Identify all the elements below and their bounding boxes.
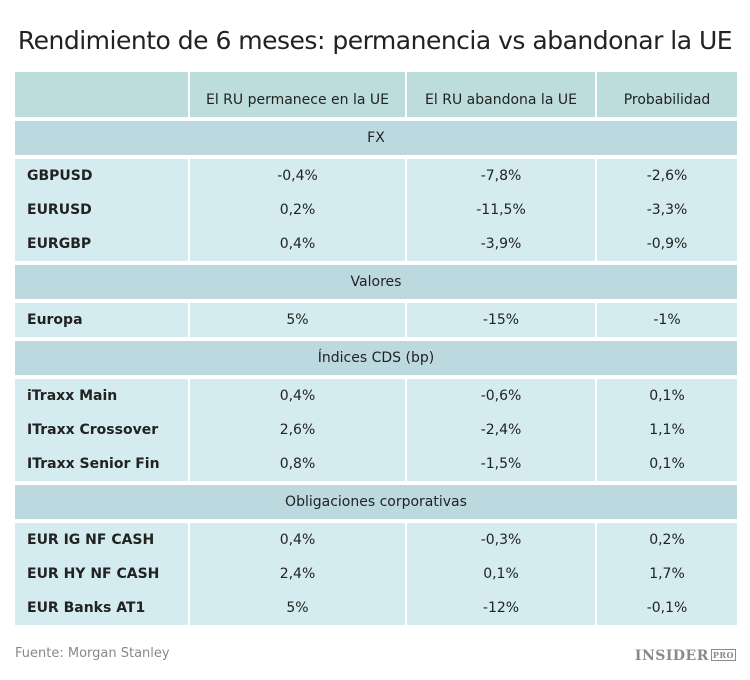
table-row: ITraxx Senior Fin 0,8% -1,5% 0,1% [15, 447, 737, 481]
data-table: El RU permanece en la UE El RU abandona … [15, 72, 737, 625]
table-cell: 0,4% [190, 523, 405, 557]
row-label: EUR HY NF CASH [15, 557, 188, 591]
table-cell: 0,1% [407, 557, 595, 591]
source-note: Fuente: Morgan Stanley [15, 646, 170, 661]
chart-title: Rendimiento de 6 meses: permanencia vs a… [17, 26, 733, 55]
table-cell: 0,4% [190, 227, 405, 261]
table-cell: -1% [597, 303, 737, 337]
row-label: EUR IG NF CASH [15, 523, 188, 557]
table-row: Europa 5% -15% -1% [15, 303, 737, 337]
table-cell: -2,6% [597, 159, 737, 193]
insider-pro-logo: INSIDER PRO [635, 648, 736, 664]
table-row: EUR Banks AT1 5% -12% -0,1% [15, 591, 737, 625]
table-row: EUR HY NF CASH 2,4% 0,1% 1,7% [15, 557, 737, 591]
table-cell: -7,8% [407, 159, 595, 193]
table-cell: -0,1% [597, 591, 737, 625]
table-cell: -12% [407, 591, 595, 625]
table-cell: -0,4% [190, 159, 405, 193]
table-row: iTraxx Main 0,4% -0,6% 0,1% [15, 379, 737, 413]
table-cell: 5% [190, 303, 405, 337]
table-row: ITraxx Crossover 2,6% -2,4% 1,1% [15, 413, 737, 447]
column-header: Probabilidad [597, 72, 737, 117]
table-cell: 0,4% [190, 379, 405, 413]
table-cell: -15% [407, 303, 595, 337]
table-cell: -0,9% [597, 227, 737, 261]
table-cell: 0,2% [597, 523, 737, 557]
table-cell: -0,3% [407, 523, 595, 557]
column-header: El RU permanece en la UE [190, 72, 405, 117]
section-rows: Europa 5% -15% -1% [15, 303, 737, 337]
column-header: El RU abandona la UE [407, 72, 595, 117]
row-label: ITraxx Crossover [15, 413, 188, 447]
table-cell: -1,5% [407, 447, 595, 481]
row-label: EURUSD [15, 193, 188, 227]
logo-text: INSIDER [634, 648, 709, 664]
section-header: Índices CDS (bp) [15, 341, 737, 375]
table-cell: 2,4% [190, 557, 405, 591]
row-label: EURGBP [15, 227, 188, 261]
table-cell: -0,6% [407, 379, 595, 413]
table-cell: 1,1% [597, 413, 737, 447]
table-row: EURUSD 0,2% -11,5% -3,3% [15, 193, 737, 227]
table-cell: 1,7% [597, 557, 737, 591]
section-header: Valores [15, 265, 737, 299]
row-label: Europa [15, 303, 188, 337]
column-header [15, 72, 188, 117]
section-rows: EUR IG NF CASH 0,4% -0,3% 0,2% EUR HY NF CAS… [15, 523, 737, 625]
table-row: GBPUSD -0,4% -7,8% -2,6% [15, 159, 737, 193]
row-label: EUR Banks AT1 [15, 591, 188, 625]
table-cell: -3,9% [407, 227, 595, 261]
section-rows: GBPUSD -0,4% -7,8% -2,6% EURUSD 0,2% -11,5% -3,… [15, 159, 737, 261]
table-cell: 0,1% [597, 379, 737, 413]
table-row: EUR IG NF CASH 0,4% -0,3% 0,2% [15, 523, 737, 557]
table-cell: -11,5% [407, 193, 595, 227]
table-cell: 0,1% [597, 447, 737, 481]
table-cell: 5% [190, 591, 405, 625]
table-cell: -3,3% [597, 193, 737, 227]
table-cell: 2,6% [190, 413, 405, 447]
table-cell: 0,2% [190, 193, 405, 227]
table-cell: 0,8% [190, 447, 405, 481]
row-label: iTraxx Main [15, 379, 188, 413]
section-header: FX [15, 121, 737, 155]
row-label: ITraxx Senior Fin [15, 447, 188, 481]
logo-sup: PRO [710, 649, 736, 661]
section-header: Obligaciones corporativas [15, 485, 737, 519]
section-rows: iTraxx Main 0,4% -0,6% 0,1% ITraxx Crossover… [15, 379, 737, 481]
table-row: EURGBP 0,4% -3,9% -0,9% [15, 227, 737, 261]
header-row: El RU permanece en la UE El RU abandona … [15, 72, 737, 117]
table-cell: -2,4% [407, 413, 595, 447]
row-label: GBPUSD [15, 159, 188, 193]
